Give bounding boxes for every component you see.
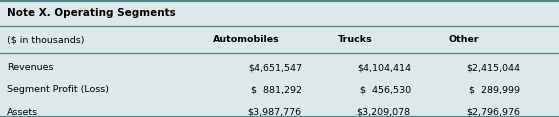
Text: $2,415,044: $2,415,044: [466, 63, 520, 72]
Text: $2,796,976: $2,796,976: [466, 108, 520, 117]
Text: Segment Profit (Loss): Segment Profit (Loss): [7, 85, 108, 94]
Text: Note X. Operating Segments: Note X. Operating Segments: [7, 8, 176, 18]
Text: $  456,530: $ 456,530: [360, 85, 411, 94]
Text: $4,104,414: $4,104,414: [357, 63, 411, 72]
Text: ($ in thousands): ($ in thousands): [7, 35, 84, 44]
Text: $  881,292: $ 881,292: [251, 85, 302, 94]
Text: $4,651,547: $4,651,547: [248, 63, 302, 72]
Text: Assets: Assets: [7, 108, 38, 117]
Text: Revenues: Revenues: [7, 63, 53, 72]
Text: Trucks: Trucks: [338, 35, 372, 44]
Text: $  289,999: $ 289,999: [469, 85, 520, 94]
Text: $3,987,776: $3,987,776: [248, 108, 302, 117]
Text: Other: Other: [449, 35, 479, 44]
Text: $3,209,078: $3,209,078: [357, 108, 411, 117]
Text: Automobiles: Automobiles: [212, 35, 280, 44]
